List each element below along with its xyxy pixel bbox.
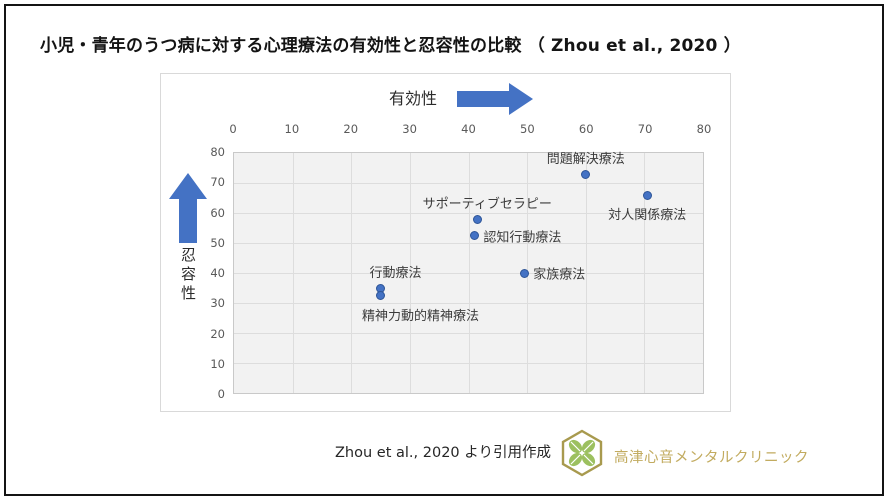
y-tick-label: 80 (210, 145, 225, 159)
x-tick-label: 50 (520, 122, 535, 136)
y-tick-labels: 0 10 20 30 40 50 60 70 80 (161, 145, 225, 401)
x-tick-label: 60 (578, 122, 594, 136)
data-point-label: 問題解決療法 (546, 152, 625, 167)
y-tick-label: 10 (210, 356, 225, 371)
plot-area: 問題解決療法対人関係療法 サポーティブセラピー認知行動療法家族療法 行動療法精神力動… (233, 152, 704, 394)
data-point-dot (519, 268, 529, 278)
x-tick-label: 20 (343, 122, 359, 136)
y-tick-label: 20 (210, 326, 225, 341)
data-point-dot (581, 169, 591, 179)
gridline-horizontal (234, 273, 703, 274)
x-tick-label: 0 (229, 122, 237, 136)
y-axis-title: 忍容性 (179, 247, 197, 304)
y-tick-label: 50 (210, 235, 225, 250)
gridline-horizontal (234, 213, 703, 214)
gridline-horizontal (234, 183, 703, 184)
up-arrow-icon (169, 173, 207, 243)
gridline-horizontal (234, 243, 703, 244)
x-tick-labels: 0 10 20 30 40 50 60 70 80 (229, 122, 711, 138)
data-point-label: 精神力動的精神療法 (362, 308, 480, 324)
data-point-dot (642, 190, 652, 200)
data-point-dot (472, 214, 482, 224)
right-arrow-icon (457, 83, 533, 115)
data-point-dot (469, 231, 479, 240)
source-citation: Zhou et al., 2020 より引用作成 (335, 445, 551, 461)
data-point-label: 家族療法 (533, 267, 586, 283)
gridline-horizontal (234, 363, 703, 364)
page-title: 小児・青年のうつ病に対する心理療法の有効性と忍容性の比較 （ Zhou et a… (40, 36, 741, 56)
x-tick-label: 70 (637, 122, 653, 136)
scatter-chart: 有効性 忍容性 0 10 20 30 40 50 60 70 80 0 10 20 30 40 50 60 7… (160, 73, 731, 412)
y-tick-label: 30 (210, 296, 225, 311)
x-tick-label: 40 (461, 122, 476, 136)
x-tick-label: 30 (402, 122, 417, 136)
y-tick-label: 60 (210, 205, 225, 220)
x-axis-title: 有効性 (389, 89, 438, 108)
y-tick-label: 70 (210, 175, 225, 190)
y-tick-label: 0 (217, 387, 225, 401)
data-point-label: 対人関係療法 (608, 208, 687, 223)
gridline-horizontal (234, 333, 703, 334)
clinic-logo-icon (561, 429, 603, 477)
x-tick-label: 10 (284, 122, 300, 136)
gridline-horizontal (234, 303, 703, 304)
data-point-label: サポーティブセラピー (422, 197, 552, 212)
data-point-dot (376, 291, 386, 300)
clinic-name: 高津心音メンタルクリニック (614, 450, 809, 466)
data-point-label: 認知行動療法 (483, 230, 562, 245)
y-tick-label: 40 (210, 266, 225, 280)
data-point-label: 行動療法 (369, 266, 422, 281)
x-tick-label: 80 (696, 122, 712, 136)
